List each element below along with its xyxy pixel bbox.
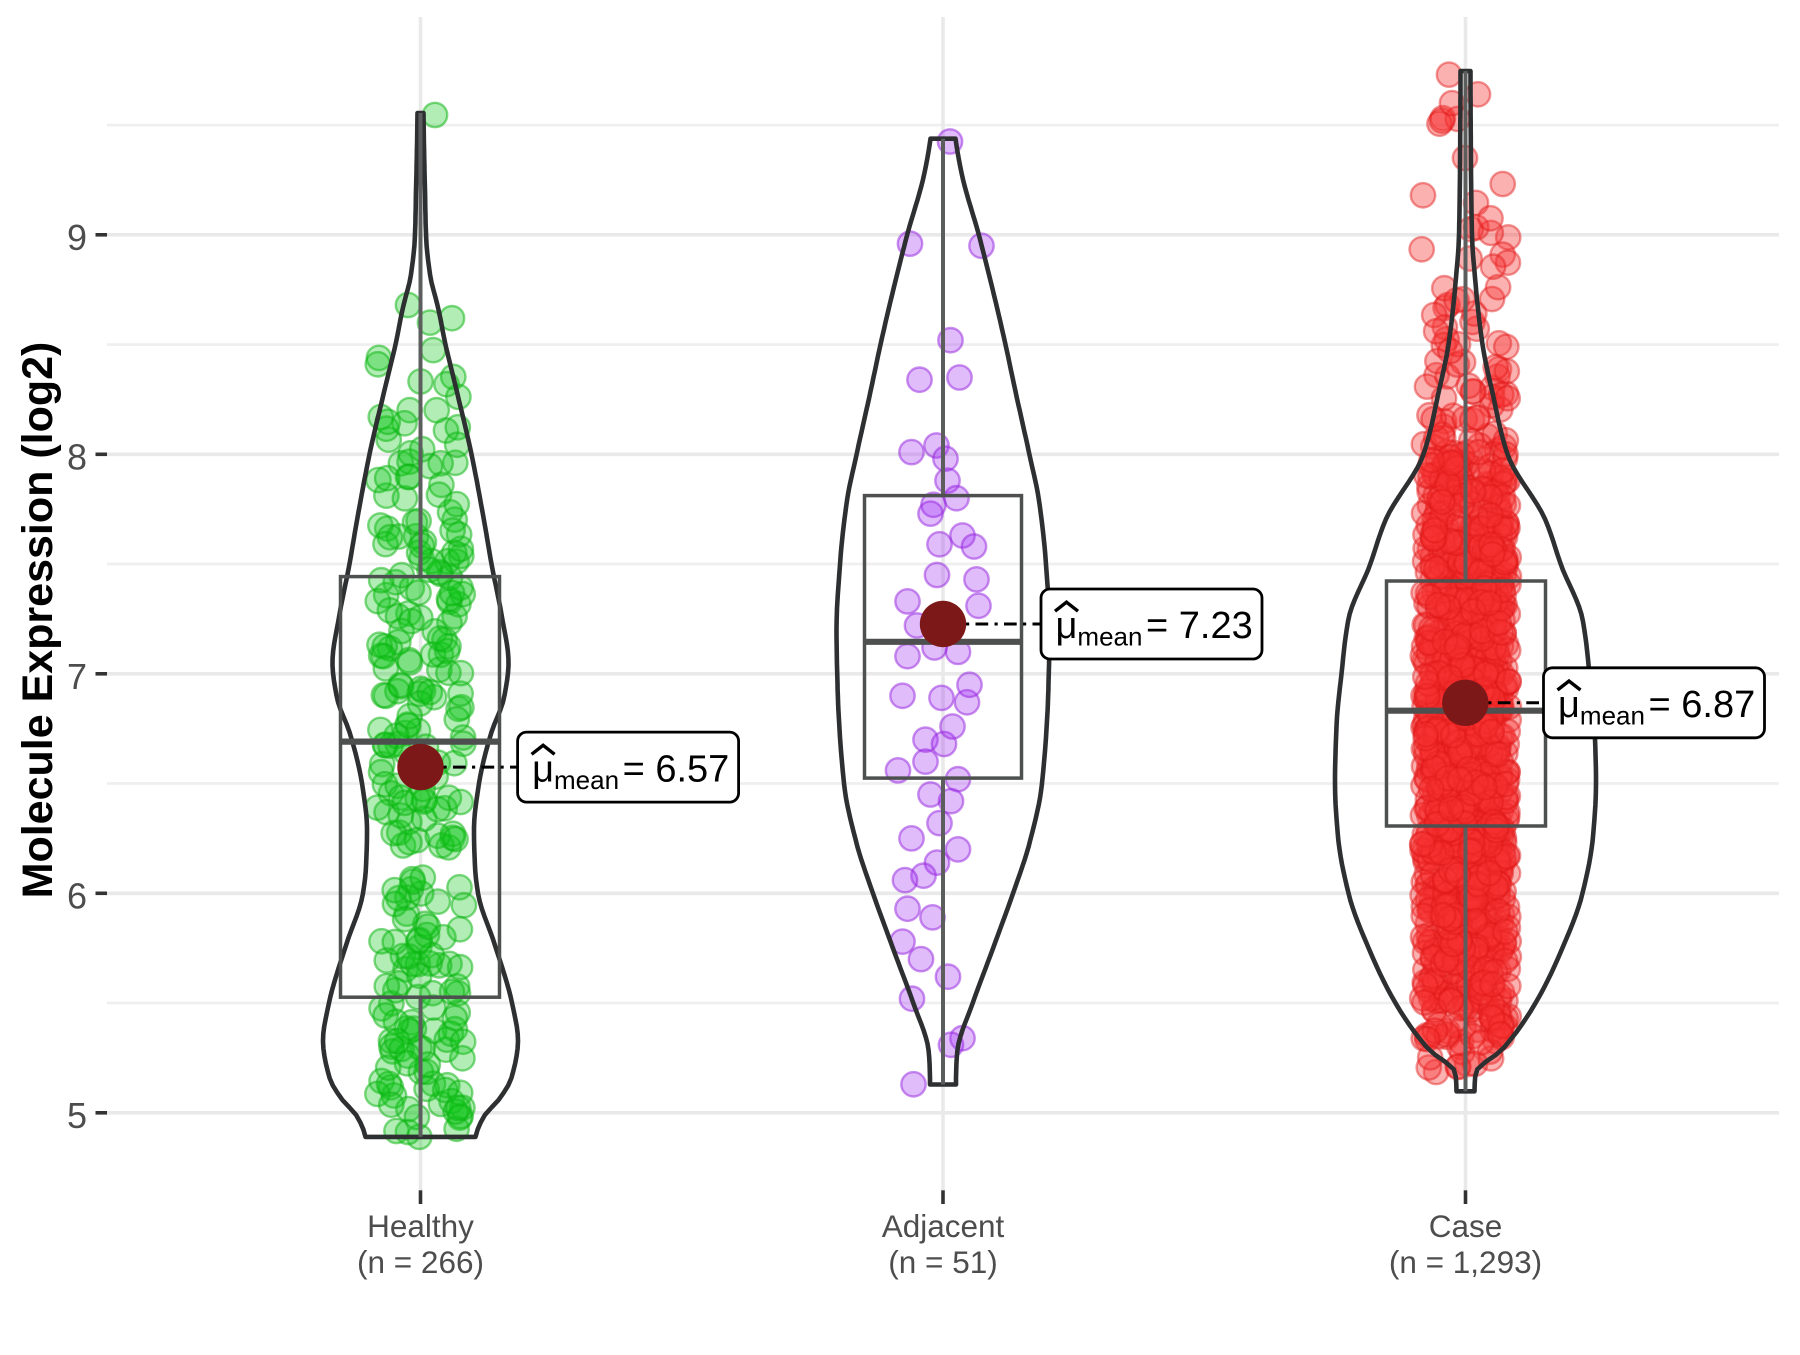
svg-text:= 7.23: = 7.23 (1146, 605, 1253, 647)
svg-text:8: 8 (67, 436, 87, 477)
svg-text:= 6.87: = 6.87 (1649, 684, 1756, 726)
svg-text:(n = 266): (n = 266) (357, 1244, 484, 1280)
svg-text:Healthy: Healthy (367, 1208, 474, 1244)
svg-text:9: 9 (67, 217, 87, 258)
svg-text:μmean: μmean (532, 748, 619, 795)
svg-text:Case: Case (1429, 1208, 1503, 1244)
svg-text:Molecule Expression (log2): Molecule Expression (log2) (14, 342, 62, 899)
svg-text:6: 6 (67, 875, 87, 916)
svg-text:5: 5 (67, 1095, 87, 1136)
svg-text:7: 7 (67, 656, 87, 697)
svg-text:(n = 51): (n = 51) (888, 1244, 997, 1280)
svg-text:= 6.57: = 6.57 (623, 748, 730, 790)
svg-text:(n = 1,293): (n = 1,293) (1389, 1244, 1542, 1280)
svg-text:Adjacent: Adjacent (882, 1208, 1005, 1244)
